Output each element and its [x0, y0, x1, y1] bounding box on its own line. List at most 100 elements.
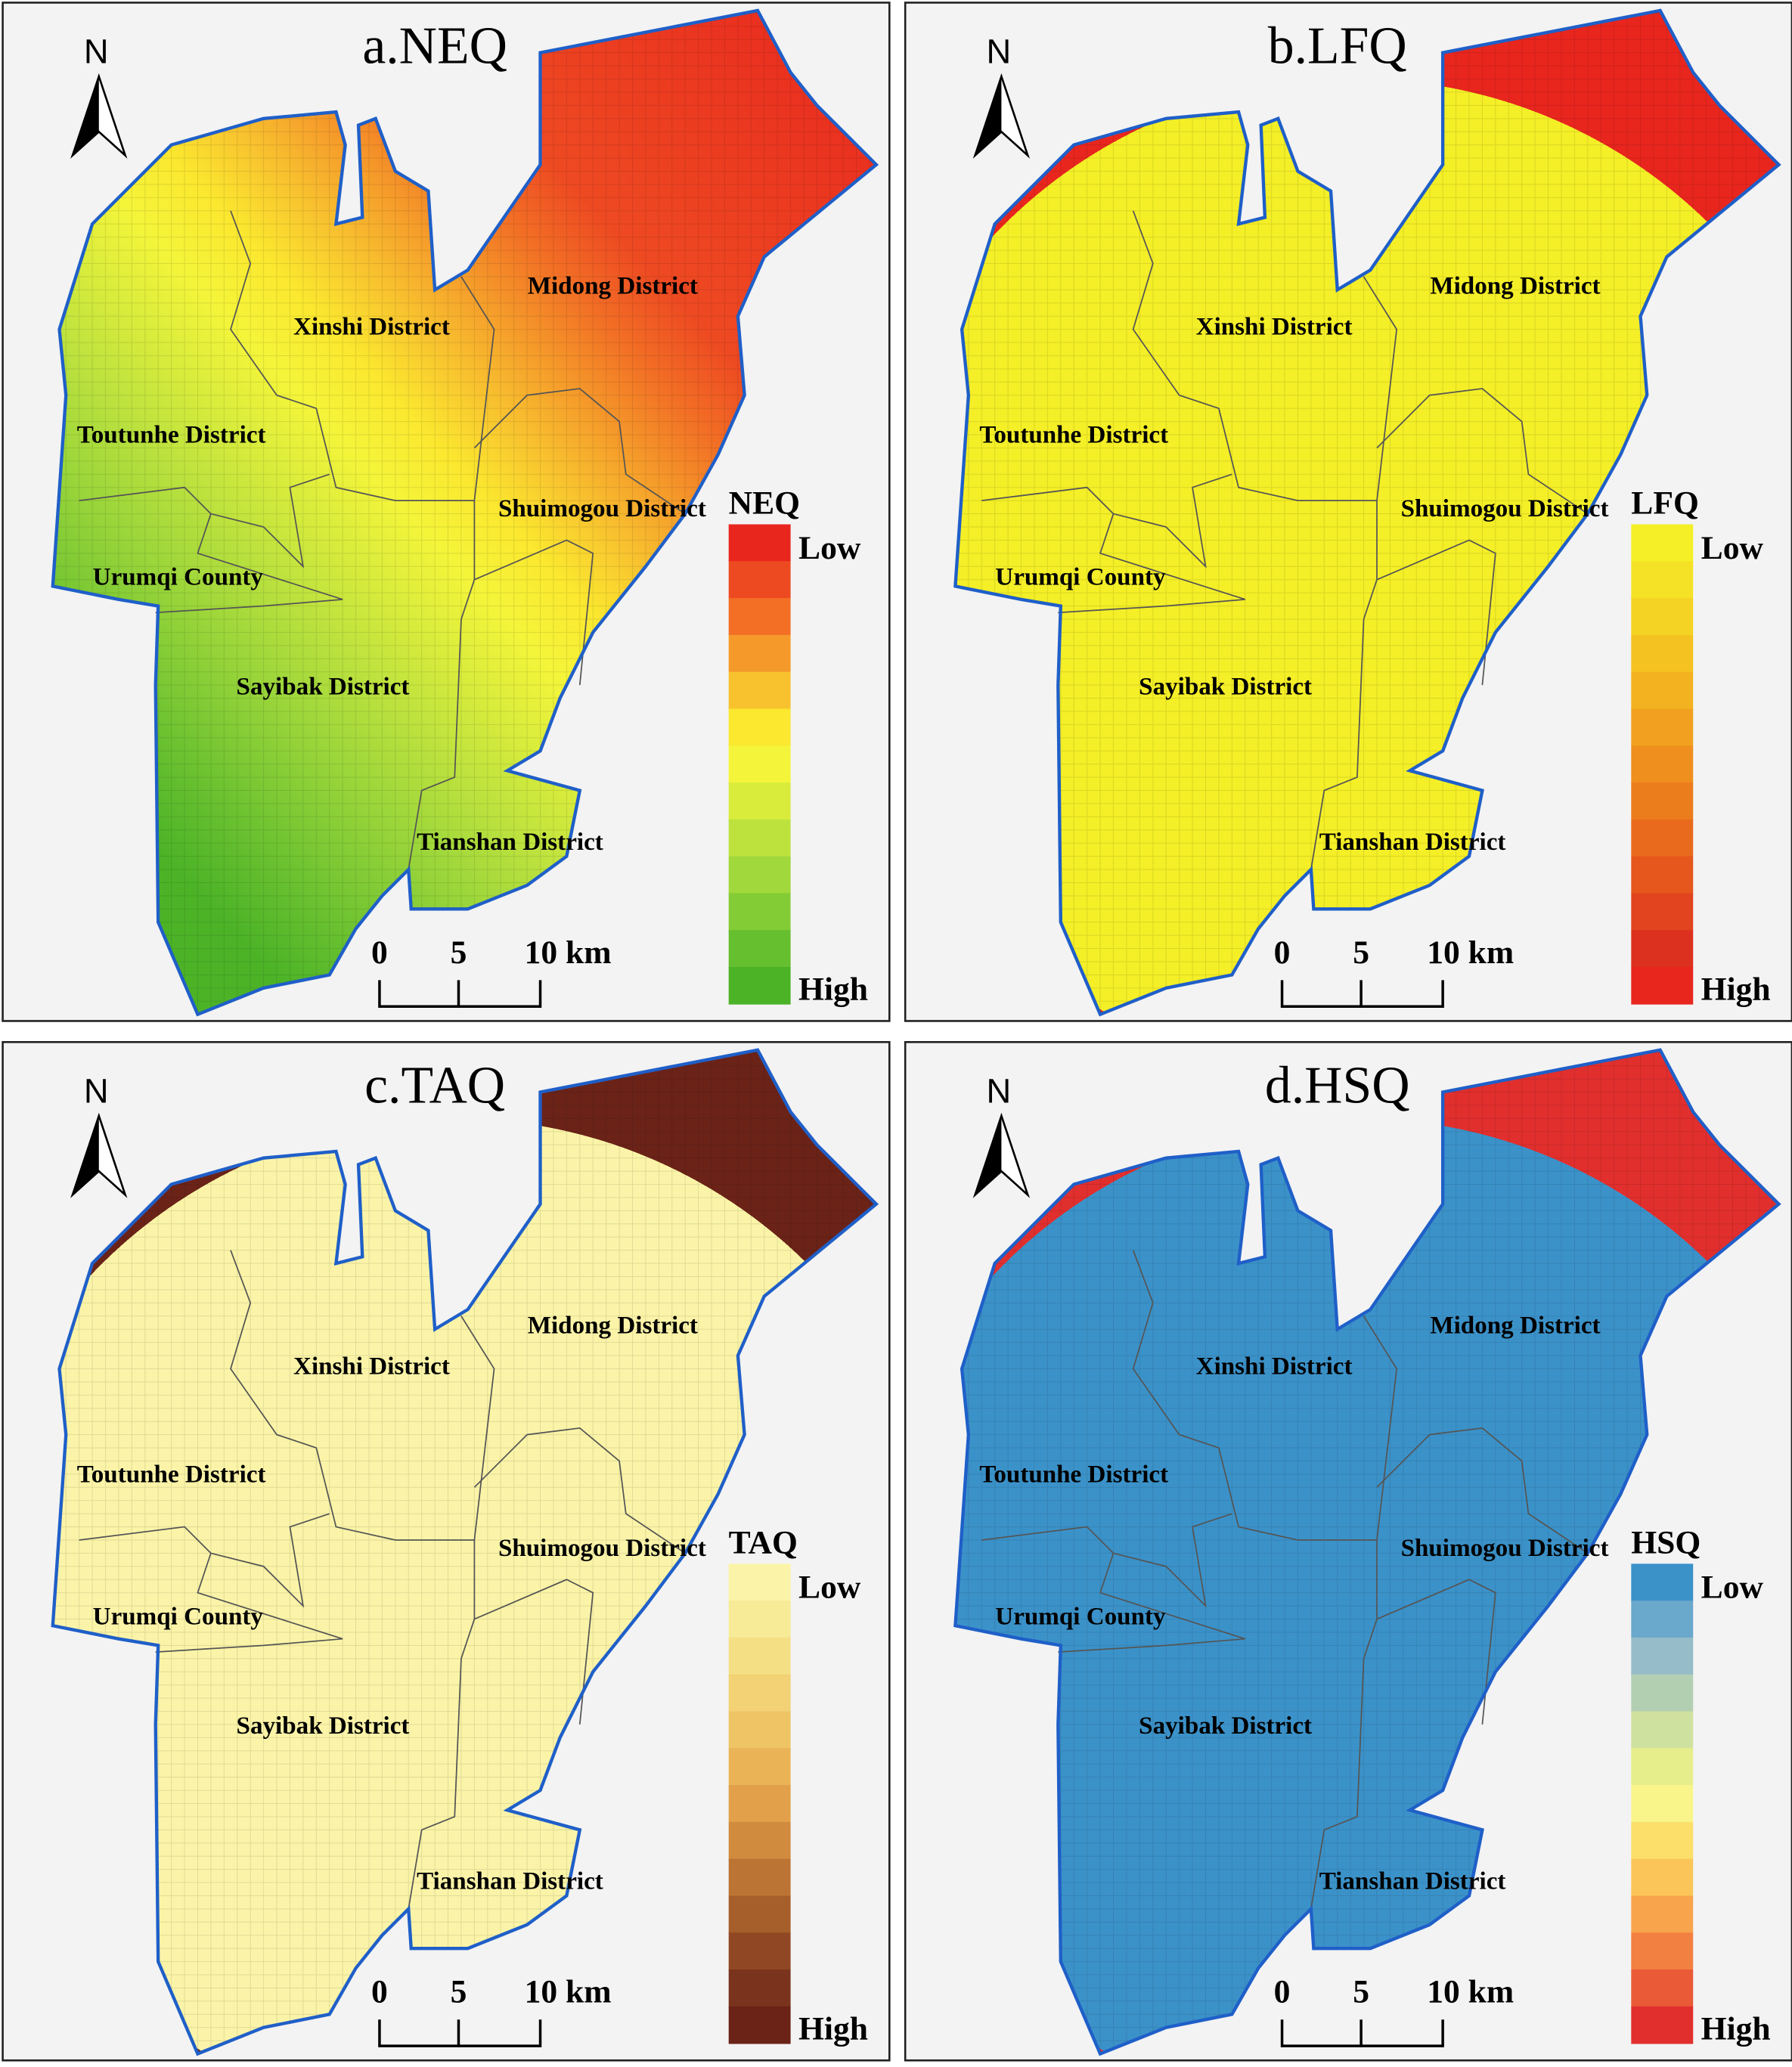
scale-label: 10 km [1427, 1974, 1514, 2010]
north-label: N [84, 1071, 109, 1110]
north-arrow-half [975, 76, 1002, 156]
legend-swatch [1631, 1637, 1694, 1675]
district-label: Sayibak District [237, 673, 410, 700]
district-label: Urumqi County [995, 1604, 1166, 1631]
legend-low: Low [1701, 530, 1764, 566]
legend-swatch [1631, 893, 1694, 931]
district-boundary [981, 1526, 1246, 1653]
district-label: Midong District [1430, 1312, 1600, 1339]
legend-swatch [728, 708, 791, 747]
district-label: Toutunhe District [979, 1461, 1168, 1488]
district-label: Toutunhe District [979, 421, 1168, 448]
legend-swatch [1631, 856, 1694, 894]
legend-swatch [1631, 819, 1694, 857]
district-boundary [79, 1526, 343, 1653]
panel-title: c.TAQ [364, 1056, 505, 1114]
legend-swatch [728, 524, 791, 562]
district-label: Sayibak District [1139, 673, 1312, 700]
legend-high: High [798, 2010, 868, 2047]
city-boundary [51, 8, 879, 1017]
legend-swatch [1631, 1895, 1694, 1934]
district-label: Xinshi District [1196, 1353, 1353, 1380]
legend-swatch [1631, 1601, 1694, 1638]
district-boundary [1310, 1539, 1378, 1910]
legend-low: Low [798, 1570, 861, 1606]
north-arrow-half [72, 1115, 99, 1195]
legend-swatch [1631, 1821, 1694, 1860]
legend-swatch [1631, 930, 1694, 968]
district-boundary [1113, 473, 1232, 569]
district-label: Midong District [1430, 273, 1600, 300]
scale-label: 0 [371, 1974, 388, 2010]
district-boundary [1310, 500, 1378, 870]
scale-label: 0 [371, 934, 388, 971]
legend-swatch [728, 2006, 791, 2044]
legend-swatch [728, 1674, 791, 1712]
legend-swatch [728, 782, 791, 820]
north-label: N [987, 1071, 1012, 1110]
district-boundary [1376, 539, 1496, 686]
district-label: Tianshan District [1319, 829, 1506, 856]
legend-swatch [728, 1637, 791, 1675]
scale-label: 5 [451, 934, 467, 971]
grid-cells [955, 1049, 1779, 2054]
legend-title: TAQ [729, 1524, 798, 1560]
district-boundary [1132, 1250, 1398, 1541]
district-boundary [473, 1427, 686, 1554]
legend-swatch [1631, 1711, 1694, 1749]
legend-swatch [728, 671, 791, 710]
grid-cells [52, 1049, 876, 2054]
panel-title: b.LFQ [1268, 17, 1407, 76]
district-label: Toutunhe District [77, 421, 266, 448]
legend-high: High [798, 972, 868, 1008]
district-boundary [1376, 1427, 1589, 1554]
map-panel: b.LFQ N Midong District Xinshi District Tout… [904, 2, 1792, 1022]
legend-swatch [728, 1601, 791, 1638]
north-label: N [84, 33, 109, 71]
legend-high: High [1701, 972, 1771, 1008]
legend-high: High [1701, 2010, 1771, 2047]
district-label: Toutunhe District [77, 1461, 266, 1488]
district-label: Midong District [528, 1312, 698, 1339]
panel-title: a.NEQ [362, 17, 507, 76]
district-boundary [981, 486, 1246, 614]
district-label: Urumqi County [995, 564, 1166, 591]
legend-swatch [1631, 598, 1694, 636]
district-label: Midong District [528, 273, 698, 300]
district-boundary [1132, 210, 1398, 502]
scale-label: 5 [451, 1974, 467, 2010]
legend-swatch [1631, 1858, 1694, 1897]
map-panel: d.HSQ N Midong District Xinshi District Tout… [904, 1041, 1792, 2062]
legend-swatch [728, 634, 791, 673]
district-boundary [474, 539, 594, 686]
legend-swatch [1631, 1969, 1694, 2007]
scale-label: 5 [1353, 934, 1369, 971]
map-panel: a.NEQ N Midong District Xinshi District Tout… [2, 2, 891, 1022]
legend-swatch [728, 893, 791, 931]
grid-cells [955, 10, 1779, 1015]
district-label: Tianshan District [417, 1868, 603, 1895]
legend-swatch [1631, 1674, 1694, 1712]
legend-low: Low [1701, 1570, 1764, 1606]
legend-swatch [728, 1748, 791, 1786]
legend-swatch [728, 1858, 791, 1897]
legend-title: NEQ [729, 485, 800, 522]
legend-swatch [1631, 1748, 1694, 1786]
legend-swatch [1631, 524, 1694, 562]
legend-swatch [728, 1932, 791, 1970]
district-boundary [79, 486, 343, 614]
city-boundary [51, 1048, 879, 2056]
legend-title: HSQ [1631, 1524, 1701, 1560]
legend-title: LFQ [1631, 485, 1699, 522]
legend-swatch [728, 856, 791, 894]
district-boundary [230, 210, 495, 502]
grid-cells [52, 10, 876, 1015]
district-boundary [408, 1539, 476, 1910]
city-boundary [953, 8, 1781, 1017]
legend-low: Low [798, 530, 861, 566]
legend-swatch [1631, 634, 1694, 673]
legend-swatch [1631, 967, 1694, 1005]
district-label: Tianshan District [1319, 1868, 1506, 1895]
district-label: Xinshi District [293, 1353, 450, 1380]
